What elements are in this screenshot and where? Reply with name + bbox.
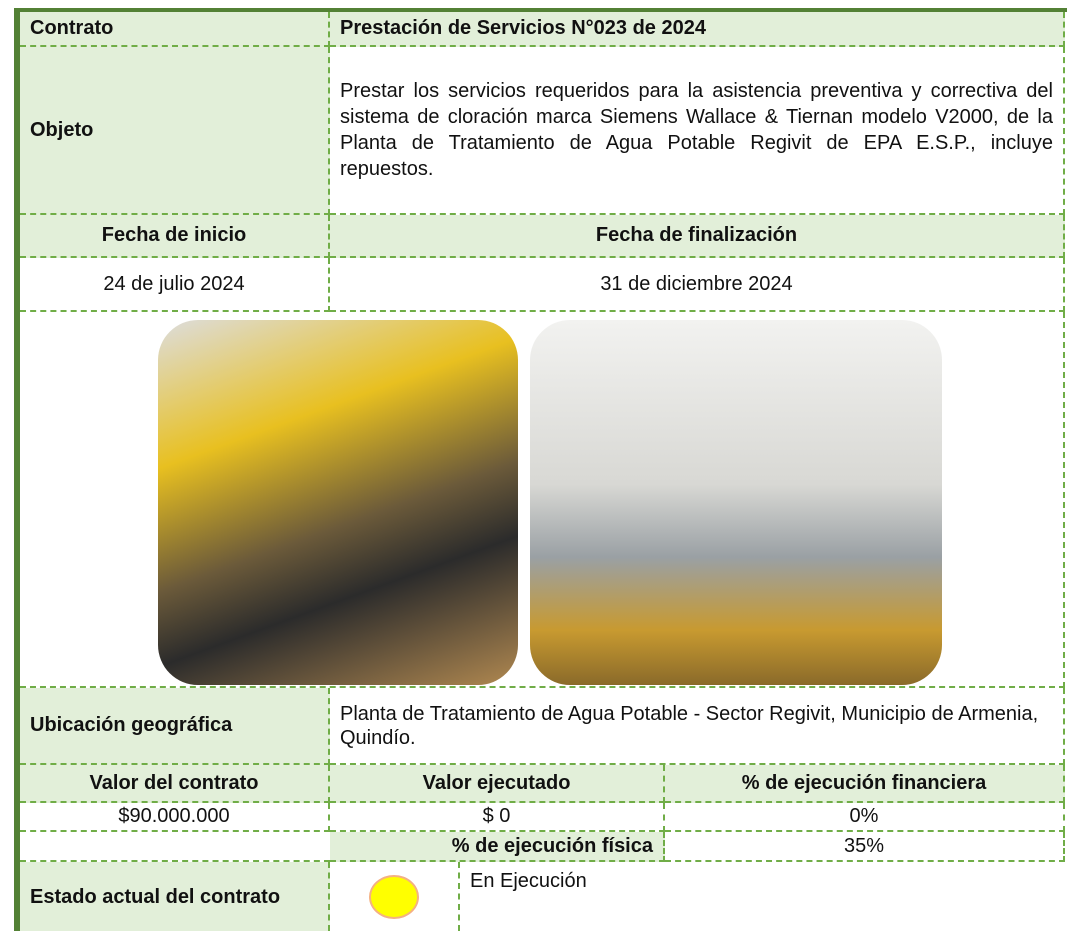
label: Valor del contrato [20,765,330,803]
label: % de ejecución física [330,832,665,862]
value: 35% [665,832,1065,862]
label: Objeto [20,47,330,215]
value: Prestación de Servicios N°023 de 2024 [330,12,1065,47]
top-border [14,8,1067,12]
value: 31 de diciembre 2024 [330,258,1065,312]
value: Planta de Tratamiento de Agua Potable - … [330,688,1065,765]
value: Prestar los servicios requeridos para la… [330,47,1065,215]
label: Fecha de finalización [330,215,1065,258]
value: 0% [665,803,1065,832]
status-indicator [369,874,419,919]
empty [20,832,330,862]
value: $ 0 [330,803,665,832]
label: % de ejecución financiera [665,765,1065,803]
photo-row [20,312,1065,688]
label: Ubicación geográfica [20,688,330,765]
value: 24 de julio 2024 [20,258,330,312]
indicator-cell [330,862,460,931]
value: En Ejecución [470,870,587,892]
photo [158,320,518,685]
label: Contrato [20,12,330,47]
text: Planta de Tratamiento de Agua Potable - … [340,702,1039,749]
label: Estado actual del contrato [20,862,330,931]
photo [530,320,942,685]
left-border [14,8,20,931]
label: Valor ejecutado [330,765,665,803]
value: $90.000.000 [20,803,330,832]
text: Estado actual del contrato [30,885,281,908]
label: Fecha de inicio [20,215,330,258]
text: Prestar los servicios requeridos para la… [340,80,1053,180]
